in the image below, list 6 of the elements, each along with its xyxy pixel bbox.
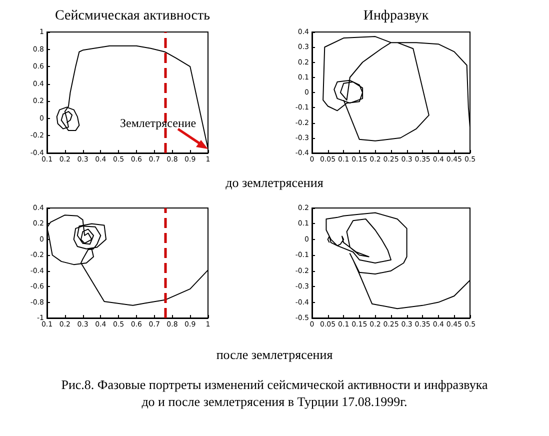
text: после землетрясения: [215, 346, 334, 363]
annotation: Землетрясение: [120, 116, 196, 131]
chart-title: Сейсмическая активность: [55, 8, 210, 24]
text: до землетрясения: [224, 174, 324, 191]
chart-title: Инфразвук: [363, 8, 429, 24]
text: Рис.8. Фазовые портреты изменений сейсмической активности и инфразвука до и после землетрясения в Турции 17.08.1999г.: [60, 376, 489, 410]
